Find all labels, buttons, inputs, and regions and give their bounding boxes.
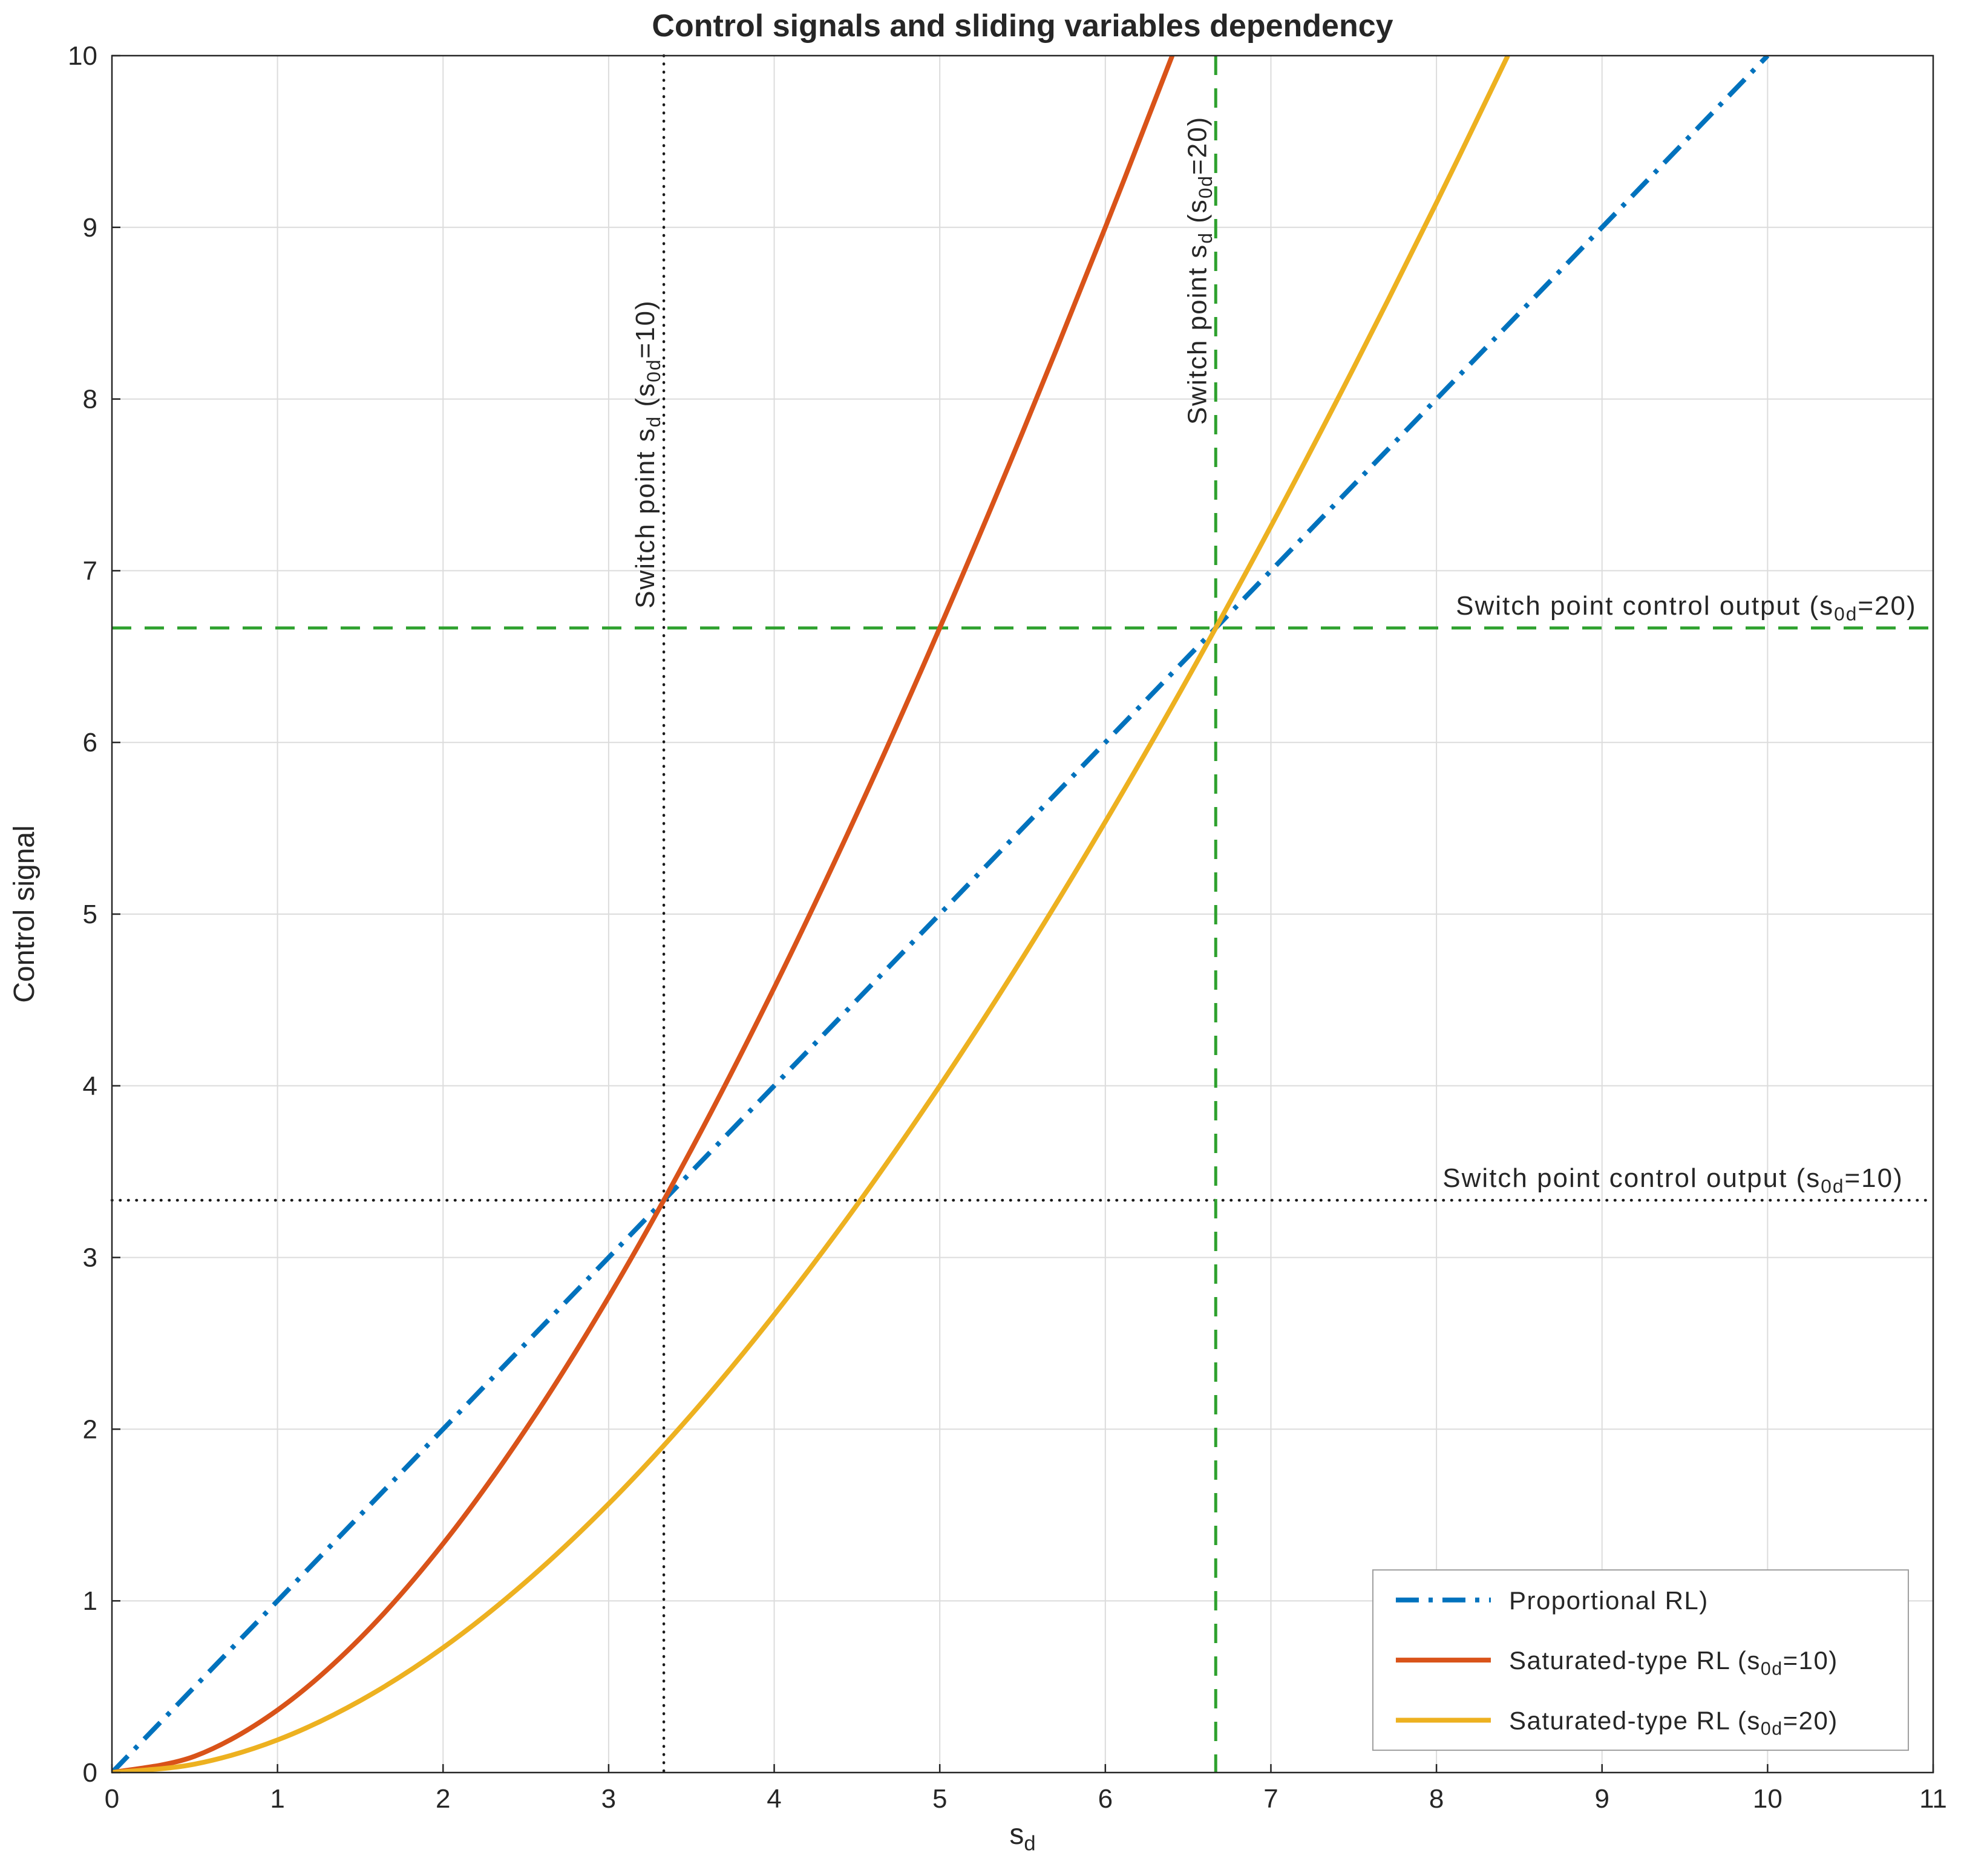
- x-tick-label: 6: [1098, 1784, 1113, 1814]
- reference-lines: [110, 54, 1935, 1774]
- y-tick-label: 4: [83, 1071, 97, 1101]
- legend-label: Saturated-type RL (s0d=20): [1509, 1706, 1838, 1739]
- legend: Proportional RL) Saturated-type RL (s0d=1…: [1372, 1569, 1909, 1751]
- reference-label: Switch point sd (s0d=20): [1182, 116, 1216, 425]
- x-tick-label: 10: [1753, 1784, 1783, 1814]
- x-tick-label: 5: [932, 1784, 947, 1814]
- y-axis-label: Control signal: [8, 825, 41, 1002]
- x-tick-label: 1: [270, 1784, 284, 1814]
- y-tick-label: 1: [83, 1586, 97, 1616]
- y-tick-label: 5: [83, 900, 97, 929]
- tick-labels: 0 1 2 3 4 5 6 7 8 9 10 11 0 1 2 3 4 5 6 7 8 9 10: [68, 41, 1947, 1814]
- x-tick-label: 0: [105, 1784, 119, 1814]
- y-tick-label: 7: [83, 556, 97, 586]
- x-tick-label: 3: [601, 1784, 616, 1814]
- x-tick-label: 11: [1919, 1784, 1947, 1814]
- y-tick-label: 0: [83, 1758, 97, 1788]
- x-tick-label: 9: [1594, 1784, 1609, 1814]
- reference-label: Switch point sd (s0d=10): [630, 299, 664, 609]
- x-tick-label: 8: [1429, 1784, 1444, 1814]
- y-tick-label: 3: [83, 1243, 97, 1273]
- axes-box: [111, 54, 1934, 1774]
- annotations: Switch point sd (s0d=10) Switch point con…: [630, 116, 1916, 1197]
- x-tick-label: 2: [436, 1784, 450, 1814]
- y-tick-label: 2: [83, 1414, 97, 1444]
- y-tick-label: 10: [68, 41, 97, 71]
- x-tick-label: 4: [767, 1784, 781, 1814]
- reference-label: Switch point control output (s0d=20): [1456, 591, 1916, 625]
- x-tick-label: 7: [1263, 1784, 1278, 1814]
- x-axis-label: sd: [1009, 1819, 1035, 1855]
- y-tick-label: 9: [83, 213, 97, 243]
- y-tick-label: 6: [83, 728, 97, 757]
- plot-grid: [111, 55, 1934, 1773]
- chart-title: Control signals and sliding variables de…: [652, 8, 1393, 44]
- reference-label: Switch point control output (s0d=10): [1442, 1163, 1903, 1197]
- series-path-2: [112, 56, 1510, 1773]
- y-tick-label: 8: [83, 385, 97, 414]
- legend-label: Saturated-type RL (s0d=10): [1509, 1646, 1838, 1679]
- series-path-1: [112, 56, 1175, 1773]
- legend-label: Proportional RL): [1509, 1586, 1709, 1615]
- series-lines: [112, 56, 1770, 1773]
